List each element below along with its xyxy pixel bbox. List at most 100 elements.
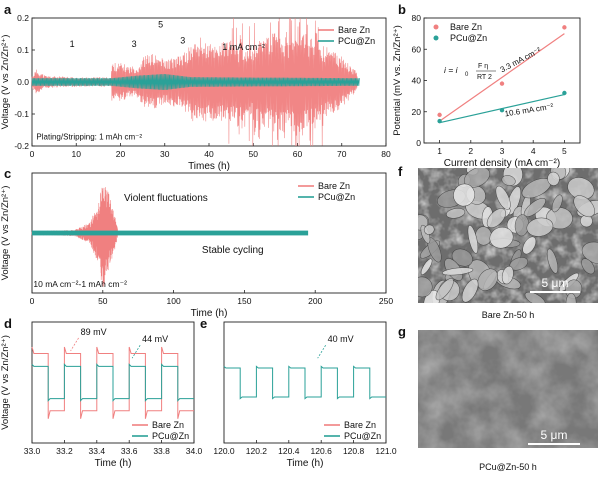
x-tick-label-a: 40	[204, 149, 214, 159]
sem-flake	[453, 183, 476, 207]
legend-label-a: PCu@Zn	[338, 36, 375, 46]
fit-label-b-bare: 3.3 mA cm⁻²	[499, 45, 543, 74]
sem-image-bare-zn	[418, 168, 598, 303]
series-line-c-bare-zn	[31, 187, 119, 287]
scale-bar-g: 5 μm	[528, 428, 580, 445]
panel-label-c: c	[4, 166, 11, 181]
x-tick-label-b: 4	[531, 146, 536, 156]
x-tick-label-e: 120.0	[213, 446, 235, 456]
data-point-b-0	[499, 81, 505, 86]
legend-label-d: Bare Zn	[152, 420, 184, 430]
legend-label-d: PCu@Zn	[152, 431, 189, 441]
x-tick-label-a: 30	[160, 149, 170, 159]
data-point-b-1	[499, 107, 505, 113]
x-tick-label-d: 34.0	[186, 446, 203, 456]
caption-g: PCu@Zn-50 h	[418, 462, 598, 472]
annotation-a: Plating/Stripping: 1 mAh cm⁻²	[36, 133, 142, 142]
sem-flake	[463, 168, 491, 188]
scale-bar-g-line	[528, 443, 580, 445]
legend-marker-b	[433, 24, 439, 30]
x-tick-label-e: 121.0	[375, 446, 397, 456]
y-axis-label-c: Voltage (V vs Zn/Zn²⁺)	[0, 186, 11, 281]
data-point-b-0	[562, 25, 567, 30]
sem-flake	[547, 171, 560, 186]
equation-num: F η	[478, 63, 488, 70]
plot-frame-b	[423, 17, 581, 144]
annotation-a: 3	[180, 36, 185, 46]
legend-label-b: PCu@Zn	[450, 33, 487, 43]
sem-flake	[467, 224, 479, 254]
y-tick-label-b: 60	[412, 44, 422, 54]
legend-marker-b	[433, 35, 439, 41]
scale-bar-f-label: 5 μm	[541, 276, 569, 290]
series-band-c-pcu-zn	[32, 230, 309, 236]
y-tick-label-b: 40	[412, 76, 422, 86]
annotation-c: 10 mA cm⁻²-1 mAh cm⁻²	[33, 279, 127, 289]
caption-f: Bare Zn-50 h	[418, 310, 598, 320]
equation-den: RT 2	[477, 74, 492, 81]
sem-flake	[501, 175, 516, 186]
annotation-e: 40 mV	[328, 334, 354, 344]
sem-image-pcu-zn	[418, 330, 598, 448]
x-axis-label-c: Time (h)	[191, 308, 228, 319]
sem-flake	[524, 291, 546, 303]
equation-lhs: i = i	[444, 65, 459, 75]
y-tick-label-b: 20	[412, 107, 422, 117]
x-tick-label-c: 250	[379, 296, 393, 306]
sem-flake	[526, 217, 554, 237]
scale-bar-f: 5 μm	[530, 276, 580, 293]
x-axis-label-a: Times (h)	[188, 161, 230, 172]
sem-flake	[418, 276, 433, 298]
sem-flake	[501, 265, 514, 285]
sem-flake	[551, 194, 563, 213]
y-tick-label-a: -0.1	[14, 109, 29, 119]
panel-label-b: b	[398, 2, 406, 17]
y-axis-label-a: Voltage (V vs Zn/Zn²⁺)	[0, 35, 11, 130]
caption-g-text: PCu@Zn-50 h	[479, 462, 537, 472]
x-tick-label-a: 10	[72, 149, 82, 159]
legend-label-c: PCu@Zn	[318, 192, 355, 202]
panel-label-a: a	[4, 2, 12, 17]
y-tick-label-a: 0.2	[17, 13, 29, 23]
annotation-d: 89 mV	[81, 327, 107, 337]
x-tick-label-d: 33.2	[56, 446, 73, 456]
y-tick-label-b: 0	[416, 138, 421, 148]
fit-label-b-pcu: 10.6 mA cm⁻²	[504, 102, 554, 119]
sem-flake	[573, 195, 595, 218]
annotation-a: 5	[158, 20, 163, 30]
sem-flake	[495, 185, 511, 210]
x-tick-label-a: 70	[337, 149, 347, 159]
sem-flake	[441, 267, 474, 276]
sem-flake	[420, 258, 433, 275]
x-tick-label-a: 50	[249, 149, 259, 159]
y-tick-label-a: -0.2	[14, 141, 29, 151]
y-axis-label-b: Potential (mV vs. Zn/Zn²⁺)	[392, 25, 403, 136]
annotation-c: Stable cycling	[202, 245, 264, 256]
series-line-a-pcu-zn	[31, 73, 360, 91]
x-tick-label-c: 0	[30, 296, 35, 306]
panel-label-f: f	[398, 164, 403, 179]
legend-label-e: PCu@Zn	[344, 431, 381, 441]
panel-label-e: e	[200, 316, 207, 331]
x-tick-label-c: 150	[237, 296, 251, 306]
sem-flake	[489, 226, 514, 249]
sem-flake	[423, 224, 435, 235]
x-tick-label-e: 120.2	[246, 446, 268, 456]
sem-texture-f	[418, 168, 598, 303]
x-tick-label-a: 60	[293, 149, 303, 159]
y-tick-label-a: 0.1	[17, 45, 29, 55]
sem-texture-g	[418, 330, 598, 448]
sem-flake	[446, 208, 466, 219]
annotation-d: 44 mV	[142, 334, 168, 344]
sem-flake	[565, 292, 577, 303]
sem-flake	[477, 268, 499, 291]
series-line-a-bare-zn	[31, 17, 358, 147]
x-tick-label-c: 50	[98, 296, 108, 306]
x-tick-label-d: 33.8	[153, 446, 170, 456]
x-tick-label-e: 120.6	[311, 446, 333, 456]
x-tick-label-d: 33.6	[121, 446, 138, 456]
panel-label-d: d	[4, 316, 12, 331]
annotation-c: Violent fluctuations	[124, 193, 208, 204]
legend-label-e: Bare Zn	[344, 420, 376, 430]
